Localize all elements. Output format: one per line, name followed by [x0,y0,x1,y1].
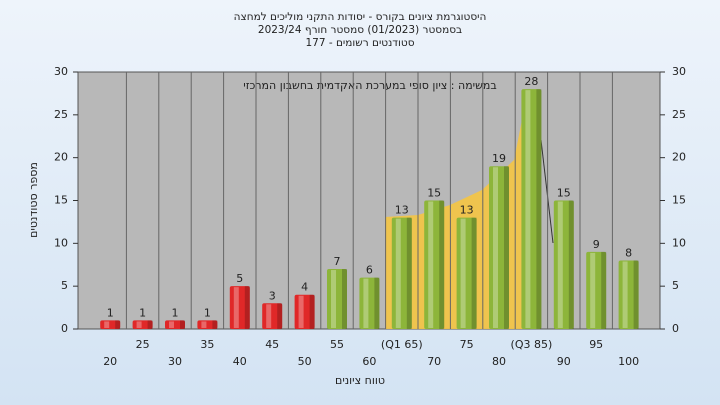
x-tick-label: 90 [557,355,571,368]
y2-tick-label: 0 [672,322,679,335]
x-tick-label: 45 [265,338,279,351]
y-tick-label: 5 [61,279,68,292]
value-label: 1 [139,306,146,319]
x-tick-label: 100 [618,355,639,368]
value-label: 15 [557,187,571,200]
x-tick-label: 70 [427,355,441,368]
value-label: 8 [625,246,632,259]
y-tick-label: 10 [54,236,68,249]
value-label: 5 [236,272,243,285]
bar [424,200,445,329]
x-tick-label: 55 [330,338,344,351]
value-label: 1 [107,306,114,319]
bar [359,277,380,329]
value-label: 4 [301,281,308,294]
y-tick-label: 15 [54,194,68,207]
x-tick-label: (Q1 65) [381,338,423,351]
x-tick-label: (Q3 85) [511,338,553,351]
x-tick-label: 95 [589,338,603,351]
x-tick-label: 35 [200,338,214,351]
bar [618,260,639,329]
bar [489,166,509,329]
value-label: 6 [366,264,373,277]
chart-subtitle: בסמסטר (01/2023) סמסטר חורף 2023/24 [258,24,462,36]
y2-tick-label: 15 [672,194,686,207]
chart-title: היסטוגרמת ציונים בקורס - יסודות התקני מו… [234,11,487,23]
bar [391,217,412,329]
bar [165,320,185,329]
y2-tick-label: 5 [672,279,679,292]
y2-tick-label: 25 [672,108,686,121]
value-label: 3 [269,289,276,302]
x-tick-label: 80 [492,355,506,368]
bar [294,294,315,329]
annotation: במשימה : ציון סופי במערכת האקדמית בחשבון… [243,79,497,92]
value-label: 1 [172,306,179,319]
bar [327,269,347,329]
chart-subtitle: סטודנטים רשומים - 177 [305,37,414,49]
bar [229,286,250,329]
value-label: 1 [204,306,211,319]
value-label: 28 [524,75,538,88]
bar [100,320,121,329]
x-tick-label: 30 [168,355,182,368]
x-tick-label: 75 [460,338,474,351]
bar [262,303,283,329]
x-tick-label: 40 [233,355,247,368]
y2-tick-label: 20 [672,151,686,164]
value-label: 19 [492,152,506,165]
quartile-edge [540,139,554,244]
x-tick-label: 20 [103,355,117,368]
bar [197,320,218,329]
x-axis-label: טווח ציונים [335,374,385,387]
x-tick-label: 50 [298,355,312,368]
bar [586,251,607,329]
y-tick-label: 0 [61,322,68,335]
value-label: 7 [334,255,341,268]
y2-tick-label: 10 [672,236,686,249]
y-axis-label: מספר סטודנטים [27,162,40,238]
bar [553,200,574,329]
bar [521,89,542,329]
y-tick-label: 30 [54,65,68,78]
x-tick-label: 25 [136,338,150,351]
value-label: 9 [593,238,600,251]
value-label: 13 [460,204,474,217]
value-label: 15 [427,187,441,200]
y-tick-label: 25 [54,108,68,121]
bar [456,217,477,329]
x-tick-label: 60 [362,355,376,368]
bar [132,320,153,329]
y2-tick-label: 30 [672,65,686,78]
value-label: 13 [395,204,409,217]
y-tick-label: 20 [54,151,68,164]
